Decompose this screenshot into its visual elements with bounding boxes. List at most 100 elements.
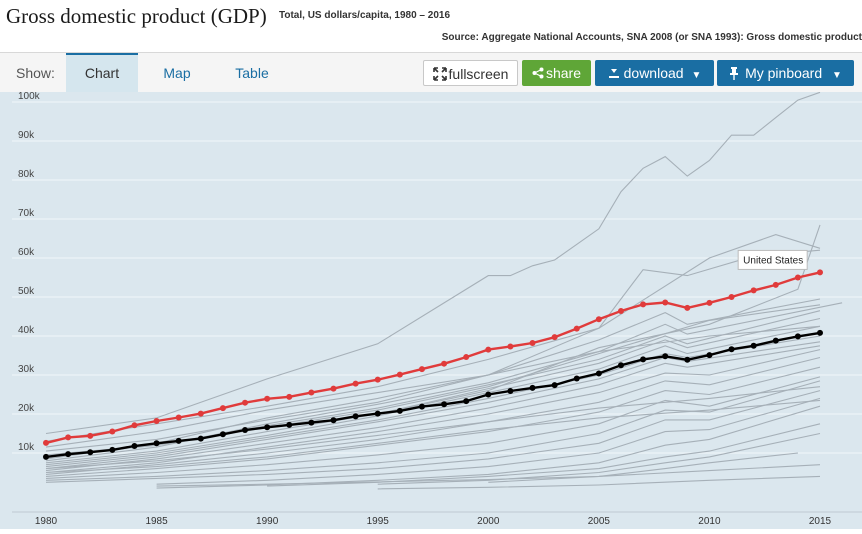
- chart-toolbar: Show: Chart Map Table fullscreen share d…: [0, 52, 862, 92]
- united-states-point: [330, 385, 337, 392]
- y-tick-label: 100k: [18, 92, 41, 102]
- country-line: [377, 432, 821, 485]
- country-line: [377, 224, 821, 415]
- gdp-line-chart[interactable]: 10k 20k 30k 40k 50k 60k 70k 80k 90k 100k 1980 1985 1…: [0, 91, 862, 529]
- united-states-point: [87, 432, 94, 439]
- united-states-point: [109, 428, 116, 435]
- average-point: [706, 352, 713, 359]
- tooltip-box: [737, 249, 808, 270]
- average-point: [441, 401, 448, 408]
- x-tick-label: 2010: [698, 516, 721, 527]
- average-line: [45, 331, 821, 459]
- pinboard-button[interactable]: My pinboard ▼: [717, 60, 854, 86]
- average-point: [573, 375, 580, 382]
- country-line: [45, 317, 821, 464]
- average-point: [750, 342, 757, 349]
- average-point: [595, 370, 602, 377]
- tooltip-united-states: United States: [743, 255, 803, 266]
- download-button[interactable]: download ▼: [595, 60, 714, 86]
- country-line: [45, 310, 821, 456]
- country-line: [45, 234, 821, 442]
- tab-table[interactable]: Table: [235, 65, 269, 81]
- average-point: [463, 398, 470, 405]
- pinboard-label: My pinboard: [745, 65, 823, 81]
- united-states-point: [65, 434, 72, 441]
- average-point: [65, 451, 72, 458]
- fullscreen-label: fullscreen: [448, 66, 509, 82]
- average-point: [330, 417, 337, 424]
- average-point: [728, 346, 735, 353]
- average-point: [352, 413, 359, 420]
- chart-subtitle: Total, US dollars/capita, 1980 – 2016: [279, 10, 451, 21]
- united-states-point: [286, 393, 293, 400]
- x-tick-label: 1990: [256, 516, 279, 527]
- united-states-point: [617, 308, 624, 315]
- country-line: [156, 464, 821, 487]
- united-states-point: [794, 274, 801, 281]
- fullscreen-icon: [432, 67, 447, 81]
- average-point: [219, 431, 226, 438]
- average-point: [418, 403, 425, 410]
- show-label: Show:: [16, 65, 55, 81]
- country-line: [45, 386, 821, 470]
- average-point: [153, 440, 160, 447]
- average-point: [43, 453, 49, 460]
- x-tick-label: 2005: [588, 516, 611, 527]
- average-point: [507, 387, 514, 394]
- united-states-point: [131, 422, 138, 429]
- average-point: [109, 446, 116, 453]
- download-icon: [608, 69, 619, 78]
- united-states-point: [175, 414, 182, 421]
- country-line: [45, 366, 821, 477]
- country-line: [45, 335, 821, 468]
- united-states-point: [463, 354, 470, 361]
- fullscreen-button[interactable]: fullscreen: [423, 60, 518, 86]
- united-states-point: [684, 304, 691, 311]
- y-tick-label: 80k: [18, 169, 35, 180]
- y-tick-label: 60k: [18, 247, 35, 258]
- united-states-point: [374, 376, 381, 383]
- average-point: [286, 421, 293, 428]
- y-tick-label: 40k: [18, 325, 35, 336]
- average-point: [87, 449, 94, 456]
- united-states-point: [706, 299, 713, 306]
- average-point: [662, 353, 669, 360]
- chevron-down-icon: ▼: [832, 70, 842, 81]
- country-line: [377, 475, 821, 490]
- x-tick-label: 1980: [35, 516, 58, 527]
- average-point: [684, 356, 691, 363]
- country-line: [45, 91, 821, 435]
- united-states-point: [551, 334, 558, 341]
- country-line: [156, 405, 821, 489]
- y-tick-label: 10k: [18, 442, 35, 453]
- united-states-point: [308, 389, 315, 396]
- united-states-point: [242, 399, 249, 406]
- share-button[interactable]: share: [522, 60, 591, 86]
- country-line: [45, 345, 821, 472]
- average-point: [131, 442, 138, 449]
- country-line: [45, 399, 821, 474]
- united-states-point: [43, 439, 49, 446]
- y-tick-label: 20k: [18, 403, 35, 414]
- average-point: [640, 356, 647, 363]
- united-states-point: [772, 281, 779, 288]
- average-point: [264, 424, 271, 431]
- y-tick-label: 30k: [18, 364, 35, 375]
- united-states-point: [153, 418, 160, 425]
- country-line: [488, 452, 798, 483]
- share-icon: [532, 67, 544, 79]
- tab-map[interactable]: Map: [163, 65, 191, 81]
- y-tick-label: 70k: [18, 208, 35, 219]
- united-states-point: [529, 340, 536, 347]
- average-point: [817, 329, 823, 336]
- average-point: [485, 391, 492, 398]
- united-states-line: [45, 271, 821, 445]
- united-states-point: [264, 395, 271, 402]
- y-tick-label: 50k: [18, 286, 35, 297]
- united-states-point: [750, 287, 757, 294]
- average-point: [551, 382, 558, 389]
- united-states-point: [728, 294, 735, 300]
- united-states-point: [441, 360, 448, 367]
- united-states-point: [396, 371, 403, 378]
- tab-chart[interactable]: Chart: [66, 53, 138, 92]
